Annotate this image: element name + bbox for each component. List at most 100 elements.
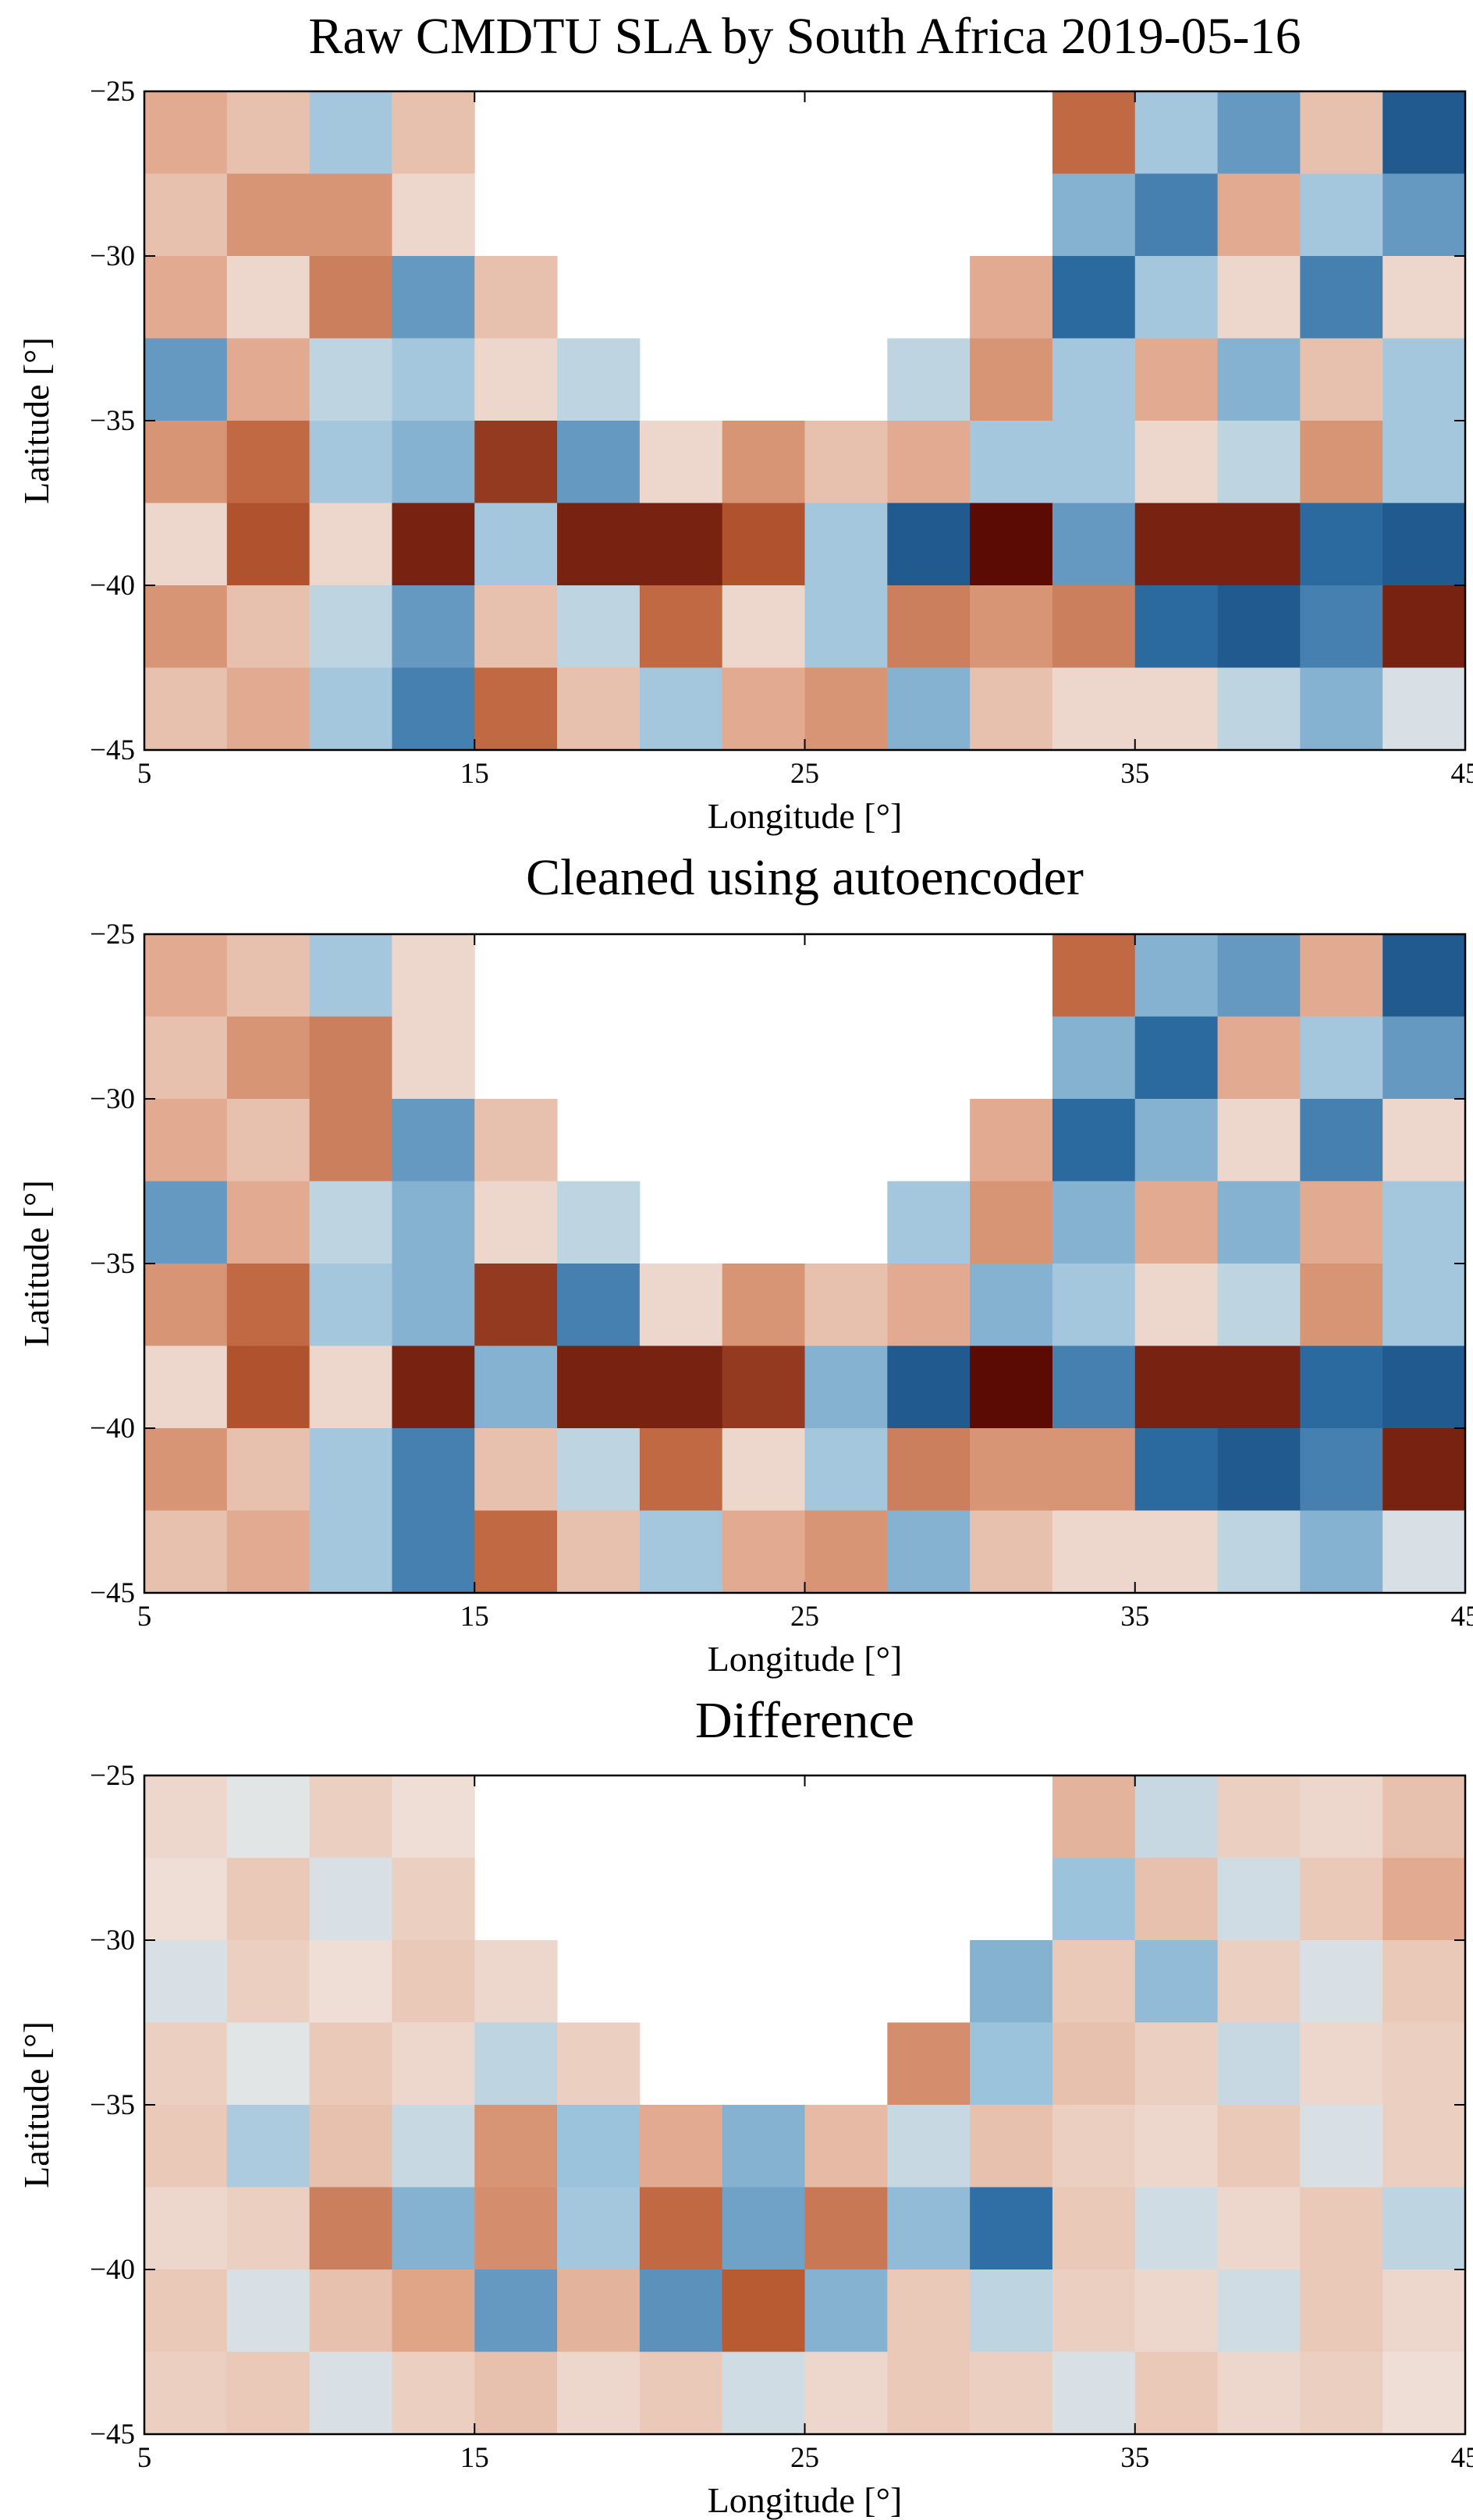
cell — [392, 934, 475, 1017]
cell — [970, 667, 1053, 751]
cell — [392, 1264, 475, 1346]
cell — [474, 585, 558, 668]
y-tick-label: −40 — [90, 570, 135, 602]
cell — [144, 91, 228, 174]
cell — [1382, 421, 1466, 503]
cell — [309, 934, 392, 1017]
cell — [392, 91, 475, 174]
cell — [226, 503, 311, 586]
cell — [970, 1181, 1053, 1264]
cell — [309, 91, 392, 174]
cell — [1300, 1099, 1383, 1182]
cell — [226, 1775, 311, 1858]
y-axis-label: Latitude [°] — [16, 337, 56, 504]
cell — [1300, 1181, 1383, 1264]
cell — [887, 2022, 971, 2106]
chart-title: Cleaned using autoencoder — [526, 849, 1084, 906]
y-tick-label: −45 — [90, 734, 135, 766]
cell — [309, 1264, 392, 1346]
cell — [392, 2269, 475, 2352]
cell — [639, 1428, 723, 1511]
cell — [309, 338, 392, 421]
cell — [639, 667, 723, 751]
y-tick-label: −30 — [90, 1925, 135, 1957]
cell — [1134, 1099, 1219, 1182]
cell — [226, 1940, 311, 2023]
cell — [1300, 421, 1383, 503]
cell — [1052, 2351, 1136, 2435]
cell — [722, 2269, 805, 2352]
y-tick-label: −25 — [90, 76, 135, 108]
cell — [639, 1264, 723, 1346]
cell — [1300, 2269, 1383, 2352]
cell — [226, 1181, 311, 1264]
cell — [1217, 1857, 1301, 1941]
x-tick-label: 5 — [137, 1601, 152, 1633]
cell — [639, 2187, 723, 2270]
cell — [722, 421, 805, 503]
cell — [392, 2105, 475, 2188]
cell — [392, 2022, 475, 2106]
cell — [144, 2022, 228, 2106]
cell — [1382, 503, 1466, 586]
cell — [1382, 2022, 1466, 2106]
y-tick-label: −25 — [90, 919, 135, 951]
cell — [226, 2269, 311, 2352]
cell — [1052, 421, 1136, 503]
cell — [970, 2187, 1053, 2270]
cell — [309, 1099, 392, 1182]
cell — [226, 1857, 311, 1941]
cell — [392, 1181, 475, 1264]
cell — [1217, 934, 1301, 1017]
cell — [144, 2269, 228, 2352]
y-tick-label: −40 — [90, 2254, 135, 2286]
cell — [557, 1181, 641, 1264]
cell — [887, 1428, 971, 1511]
cell — [1052, 1775, 1136, 1858]
cell — [1300, 91, 1383, 174]
cell — [309, 1181, 392, 1264]
x-tick-label: 15 — [460, 2442, 489, 2474]
cell — [1382, 667, 1466, 751]
cell — [226, 2022, 311, 2106]
cell — [639, 1510, 723, 1594]
cell — [887, 667, 971, 751]
cell — [1134, 1857, 1219, 1941]
x-tick-label: 25 — [790, 2442, 819, 2474]
y-tick-label: −35 — [90, 1248, 135, 1280]
cell — [970, 2022, 1053, 2106]
cell — [1300, 1264, 1383, 1346]
cell — [1217, 2105, 1301, 2188]
cell — [226, 256, 311, 339]
cell — [392, 2351, 475, 2435]
cell — [226, 1016, 311, 1100]
cell — [392, 256, 475, 339]
cell — [804, 2105, 888, 2188]
cell — [144, 503, 228, 586]
cell — [887, 2105, 971, 2188]
cell — [474, 1099, 558, 1182]
cell — [1052, 1428, 1136, 1511]
x-axis-label: Longitude [°] — [708, 796, 903, 836]
cell — [1134, 91, 1219, 174]
cell — [474, 421, 558, 503]
cell — [887, 2269, 971, 2352]
cell — [970, 503, 1053, 586]
cell — [1052, 1099, 1136, 1182]
cell — [144, 1016, 228, 1100]
cell — [887, 1510, 971, 1594]
cell — [639, 585, 723, 668]
cell — [1217, 585, 1301, 668]
cell — [226, 173, 311, 257]
cell — [639, 2269, 723, 2352]
cell — [226, 2105, 311, 2188]
cell — [1217, 1099, 1301, 1182]
cell — [226, 585, 311, 668]
cell — [1300, 503, 1383, 586]
cell — [1134, 2022, 1219, 2106]
x-tick-label: 15 — [460, 758, 489, 790]
cell — [557, 421, 641, 503]
cell — [557, 1510, 641, 1594]
cell — [1052, 256, 1136, 339]
